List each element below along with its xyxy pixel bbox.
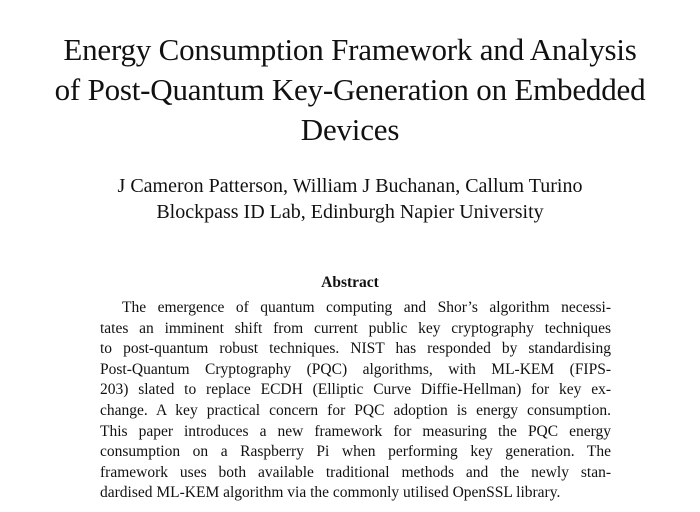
abstract-heading: Abstract [321,274,379,291]
authors: J Cameron Patterson, William J Buchanan,… [117,175,583,197]
abstract-line: The emergence of quantum computing and S… [122,299,611,316]
abstract-line: framework uses both available traditiona… [100,463,611,481]
title-line: Energy Consumption Framework and Analysi… [63,32,637,67]
abstract-body: The emergence of quantum computing and S… [100,298,611,504]
abstract-line: change. A key practical concern for PQC … [100,401,611,419]
abstract-line: 203) slated to replace ECDH (Elliptic Cu… [100,381,611,399]
abstract-line: Post-Quantum Cryptography (PQC) algorith… [100,360,611,378]
title-line: Devices [300,112,400,147]
abstract-line: to post-quantum robust techniques. NIST … [100,340,611,358]
author-block: J Cameron Patterson, William J Buchanan,… [20,173,680,225]
paper-title: Energy Consumption Framework and Analysi… [20,30,680,150]
abstract-line: tates an imminent shift from current pub… [100,319,611,337]
affiliation: Blockpass ID Lab, Edinburgh Napier Unive… [156,201,544,223]
abstract-line: consumption on a Raspberry Pi when perfo… [100,443,611,461]
abstract-line: dardised ML-KEM algorithm via the common… [100,484,561,502]
title-line: of Post-Quantum Key-Generation on Embedd… [54,72,646,107]
abstract-line: This paper introduces a new framework fo… [100,422,611,440]
